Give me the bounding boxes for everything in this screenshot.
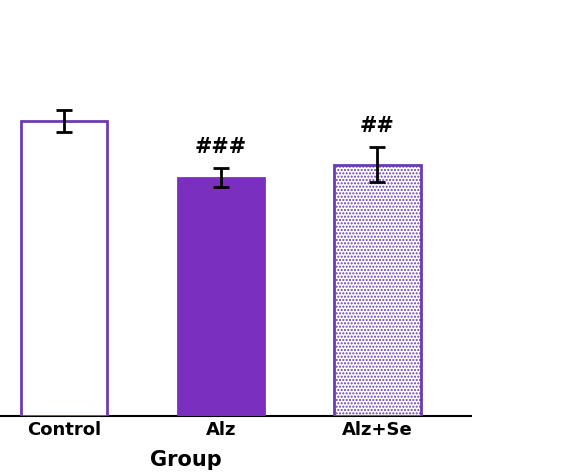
X-axis label: Group: Group — [150, 450, 222, 470]
Bar — [177, 177, 264, 416]
Bar — [335, 164, 420, 416]
Text: ###: ### — [195, 137, 247, 157]
Text: ##: ## — [360, 116, 395, 137]
Bar — [21, 121, 107, 416]
